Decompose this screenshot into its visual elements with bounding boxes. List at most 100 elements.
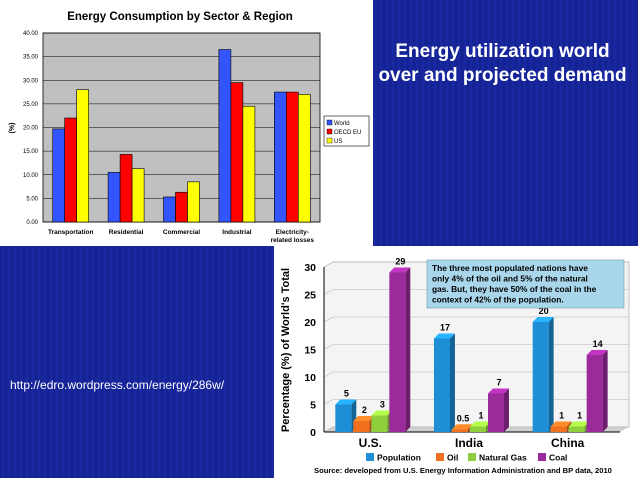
- chart1-x-tick: Transportation: [48, 229, 94, 236]
- chart1-bar: [107, 172, 121, 223]
- chart2-bar-side: [602, 350, 608, 432]
- slide-title: Energy utilization world over and projec…: [378, 41, 627, 86]
- chart1-y-tick: 20.00: [23, 126, 39, 132]
- chart2-source-note: Source: developed from U.S. Energy Infor…: [314, 466, 612, 475]
- chart2-y-tick: 20: [304, 317, 316, 329]
- chart1-bar: [242, 105, 256, 223]
- chart2-legend-swatch: [538, 453, 546, 461]
- chart1-bar: [297, 94, 311, 223]
- energy-consumption-chart: 0.00 5.00 10.00 15.00 20.00 25.00 30.00 35.00 40…: [0, 0, 373, 246]
- chart1-bar: [218, 49, 232, 223]
- chart2-legend-label: Natural Gas: [479, 453, 527, 463]
- chart2-bar: [353, 421, 370, 432]
- chart2-bar-top: [389, 267, 411, 273]
- chart2-gridline: [323, 344, 629, 350]
- chart1-bar: [230, 82, 244, 223]
- chart2-annotation-text: gas. But, they have 50% of the coal in t…: [432, 284, 597, 294]
- chart2-data-label: 17: [440, 323, 450, 333]
- chart2-data-label: 3: [380, 400, 385, 410]
- chart1-bar: [76, 89, 89, 223]
- chart2-bar-top: [532, 317, 554, 322]
- chart2-x-tick: China: [551, 436, 585, 450]
- chart2-legend-swatch: [436, 453, 444, 461]
- chart2-legend-label: Population: [377, 453, 421, 463]
- chart1-x-tick: related losses: [271, 237, 315, 244]
- chart1-legend-label: US: [334, 139, 342, 145]
- chart1-bar: [64, 117, 77, 223]
- chart2-bar: [371, 415, 388, 432]
- chart2-bar: [586, 355, 603, 432]
- chart2-legend-swatch: [468, 453, 476, 461]
- chart1-y-tick: 5.00: [26, 196, 38, 202]
- chart2-y-tick: 15: [304, 345, 316, 357]
- chart1-x-tick: Commercial: [163, 229, 200, 236]
- chart1-bar: [273, 91, 287, 223]
- chart2-data-label: 1: [559, 411, 564, 421]
- chart2-gridline: [323, 316, 629, 323]
- chart2-data-label: 5: [344, 389, 349, 399]
- chart1-bar: [131, 168, 145, 223]
- chart1-bar: [119, 154, 133, 223]
- chart2-bar: [470, 426, 486, 432]
- chart2-bar: [389, 272, 406, 432]
- chart1-bar: [175, 191, 188, 223]
- chart1-bar: [285, 91, 299, 223]
- chart2-bar-top: [434, 333, 455, 339]
- chart2-bar-top: [452, 424, 473, 430]
- chart1-legend-swatch: [326, 128, 333, 135]
- chart2-bar-top: [586, 350, 608, 355]
- chart2-y-tick: 5: [310, 400, 316, 412]
- chart2-y-tick: 30: [304, 262, 316, 274]
- chart1-y-tick: 25.00: [23, 102, 39, 108]
- chart2-y-axis-label: Percentage (%) of World's Total: [280, 268, 292, 432]
- chart2-bar-top: [470, 421, 491, 427]
- chart2-bar-side: [450, 333, 455, 432]
- chart2-data-label: 20: [539, 306, 549, 316]
- chart2-y-tick: 25: [304, 290, 316, 302]
- chart2-annotation-text: only 4% of the oil and 5% of the natural: [432, 274, 588, 284]
- chart2-data-label: 2: [362, 405, 367, 415]
- chart2-x-tick: India: [455, 436, 483, 450]
- chart1-y-tick: 40.00: [23, 31, 39, 37]
- chart2-bar-side: [548, 317, 554, 432]
- chart2-legend-label: Coal: [549, 453, 567, 463]
- chart2-data-label: 1: [577, 411, 582, 421]
- chart2-x-tick: U.S.: [359, 436, 382, 450]
- chart1-bar: [187, 181, 200, 223]
- chart2-bar-top: [568, 421, 590, 427]
- chart2-bar: [434, 338, 450, 432]
- chart2-bar-side: [405, 267, 411, 432]
- chart1-y-tick: 0.00: [26, 220, 38, 226]
- source-url: http://edro.wordpress.com/energy/286w/: [10, 378, 225, 392]
- chart2-annotation-text: The three most populated nations have: [432, 263, 588, 273]
- chart2-y-tick: 0: [310, 427, 316, 439]
- chart2-data-label: 29: [395, 257, 405, 267]
- chart1-legend-label: OECD EU: [334, 130, 361, 136]
- chart2-annotation-box: [426, 259, 625, 309]
- chart1-legend-swatch: [326, 119, 333, 126]
- chart2-gridline: [323, 371, 629, 378]
- chart2-bar-top: [353, 416, 375, 421]
- chart1-bar: [52, 128, 66, 223]
- chart2-bar: [532, 322, 549, 432]
- chart2-bar-top: [371, 410, 393, 416]
- chart2-bar: [488, 393, 504, 432]
- chart2-bar: [568, 426, 585, 432]
- chart2-bar-side: [504, 388, 509, 432]
- chart2-bar-top: [335, 399, 357, 405]
- chart2-data-label: 7: [496, 378, 501, 388]
- chart1-y-tick: 30.00: [23, 78, 39, 84]
- chart2-legend-swatch: [366, 453, 374, 461]
- chart2-annotation-text: context of 42% of the population.: [432, 295, 564, 305]
- chart2-gridline: [323, 426, 629, 433]
- chart1-title: Energy Consumption by Sector & Region: [67, 11, 293, 23]
- chart1-legend-swatch: [326, 137, 333, 144]
- chart1-x-tick: Electricity-: [276, 229, 309, 236]
- chart2-bar-top: [550, 421, 572, 427]
- chart1-x-tick: Industrial: [222, 229, 251, 236]
- chart2-bar-top: [488, 388, 509, 394]
- chart2-legend-label: Oil: [447, 453, 458, 463]
- chart1-bar: [163, 196, 176, 223]
- chart1-legend-label: World: [334, 121, 350, 127]
